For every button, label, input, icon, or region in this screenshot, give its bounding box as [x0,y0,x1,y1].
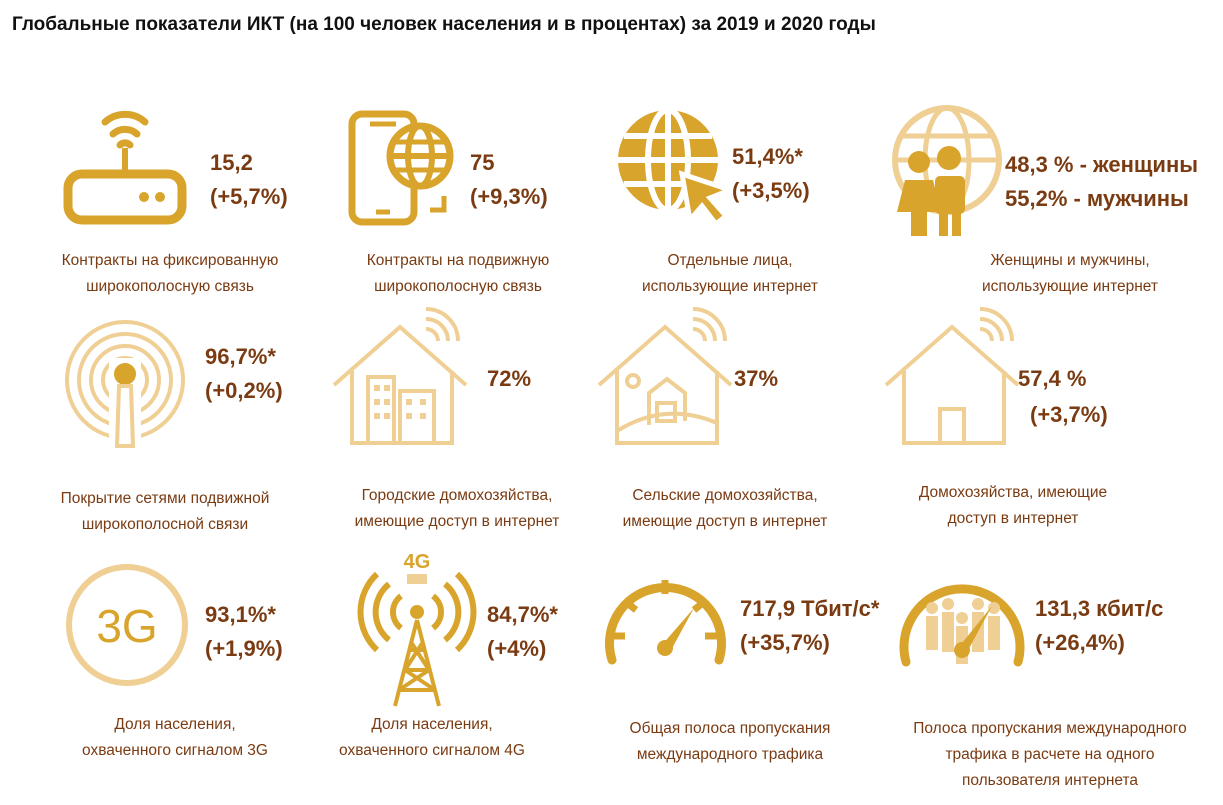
signal-tower-icon [55,318,195,463]
speedometer-icon [598,562,733,677]
rural-house-icon [595,305,735,455]
value-individuals-internet: 51,4%* (+3,5%) [732,144,810,203]
page-title: Глобальные показатели ИКТ (на 100 челове… [12,14,876,35]
caption-households: Домохозяйства, имеющие доступ в интернет [918,484,1108,527]
caption-rural-households: Сельские домохозяйства, имеющие доступ в … [622,487,828,530]
value-mobile-coverage: 96,7%* (+0,2%) [205,344,283,403]
speedometer-people-icon [890,558,1035,688]
value-rural-households: 37% [734,366,779,391]
caption-women-men: Женщины и мужчины, использующие интернет [982,252,1158,295]
value-3g: 93,1%* (+1,9%) [205,602,283,661]
city-house-icon [330,305,470,455]
4g-tower-icon: 4G [355,550,480,715]
globe-cursor-icon [610,100,740,235]
3g-label: 3G [96,600,157,652]
caption-mobile-coverage: Покрытие сетями подвижной широкополосной … [60,490,270,533]
value-bandwidth-per-user: 131,3 кбит/с (+26,4%) [1035,596,1164,655]
3g-icon: 3G [62,560,192,695]
router-icon [60,100,190,235]
4g-label: 4G [404,551,431,573]
value-4g: 84,7%* (+4%) [487,602,558,661]
value-mobile-broadband: 75 (+9,3%) [470,150,548,209]
value-households: 57,4 % [1018,366,1087,391]
value-fixed-broadband: 15,2 (+5,7%) [210,150,288,209]
house-wifi-icon [882,305,1022,455]
value-urban-households: 72% [487,366,532,391]
value-total-bandwidth: 717,9 Тбит/с* (+35,7%) [740,596,880,655]
caption-3g: Доля населения, охваченного сигналом 3G [82,716,268,759]
caption-urban-households: Городские домохозяйства, имеющие доступ в… [354,487,560,530]
value-women-men: 48,3 % - женщины 55,2% - мужчины [1005,152,1199,211]
caption-individuals-internet: Отдельные лица, использующие интернет [642,252,818,295]
caption-bandwidth-per-user: Полоса пропускания международного трафика… [913,720,1187,789]
caption-total-bandwidth: Общая полоса пропускания международного т… [629,720,831,763]
smartphone-globe-icon [340,100,470,235]
caption-4g: Доля населения, охваченного сигналом 4G [339,716,525,759]
caption-fixed-broadband: Контракты на фиксированную широкополосную… [61,252,279,295]
value-households-change: (+3,7%) [1030,402,1108,427]
people-globe-icon [885,100,1015,245]
caption-mobile-broadband: Контракты на подвижную широкополосную свя… [366,252,550,295]
